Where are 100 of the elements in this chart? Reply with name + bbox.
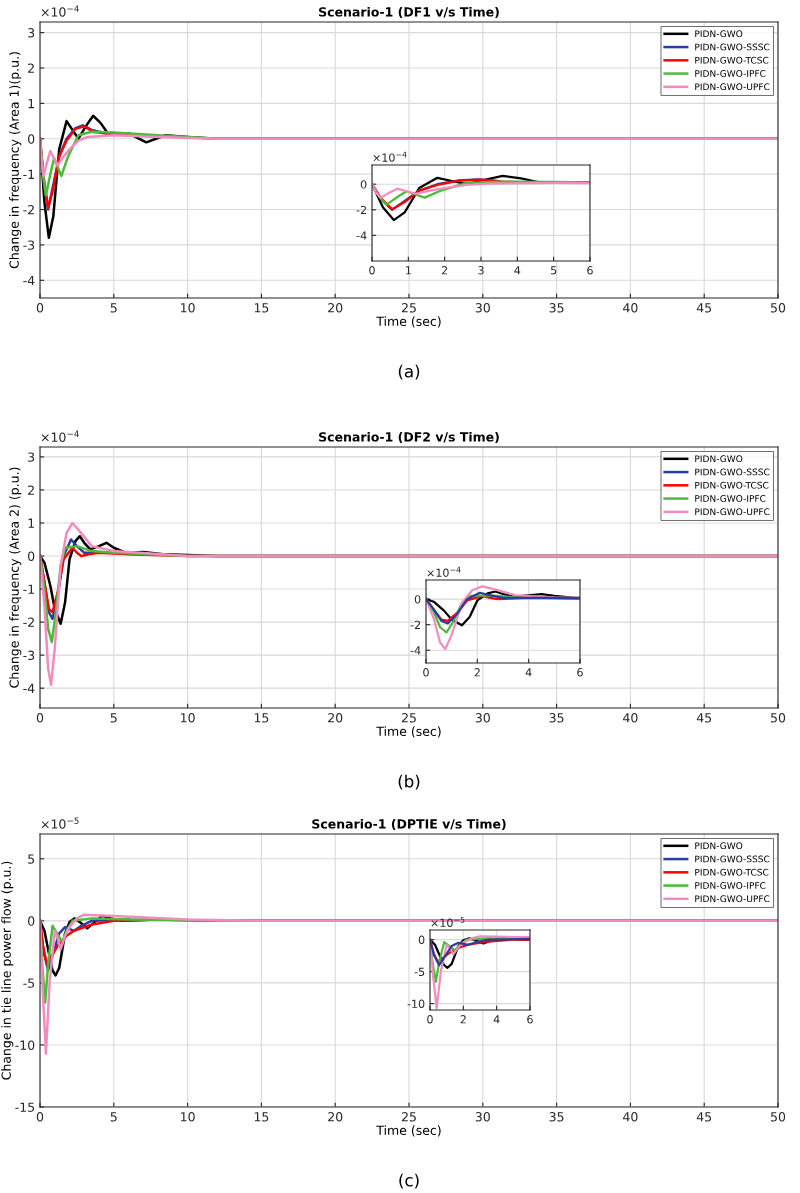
y-tick-label: -4 — [23, 275, 35, 286]
x-tick-label: 30 — [475, 303, 490, 313]
y-tick-label: -5 — [23, 978, 35, 988]
text: ×10$^{−5}$ — [41, 817, 79, 829]
y-tick-label: 0 — [28, 551, 35, 561]
y-tick-label: -10 — [407, 999, 425, 1008]
legend-label: PIDN-GWO — [695, 842, 743, 850]
y-tick-label: -4 — [23, 683, 35, 693]
y-tick-label: -15 — [15, 1102, 35, 1112]
x-tick-label: 25 — [401, 713, 416, 723]
y-tick-label: -2 — [23, 205, 34, 215]
x-axis-title: Time (sec) — [376, 726, 441, 738]
legend-label: PIDN-GWO-IPFC — [695, 495, 766, 502]
y-tick-label: -10 — [15, 1040, 35, 1050]
text: (a) — [398, 364, 420, 380]
legend-label: PIDN-GWO-IPFC — [695, 70, 766, 77]
y-tick-label: 0 — [360, 180, 367, 189]
x-tick-label: 10 — [181, 1112, 195, 1122]
x-tick-label: 45 — [696, 1112, 712, 1122]
legend-label: PIDN-GWO-UPFC — [695, 508, 770, 516]
x-tick-label: 15 — [254, 303, 269, 313]
x-tick-label: 6 — [587, 266, 593, 275]
y-tick-label: -2 — [410, 620, 421, 629]
y-tick-label: -4 — [410, 646, 421, 655]
x-tick-label: 40 — [623, 303, 638, 313]
text: (c) — [399, 1173, 419, 1189]
y-tick-label: -1 — [23, 584, 34, 594]
x-tick-label: 15 — [254, 1112, 269, 1122]
x-tick-label: 0 — [36, 303, 44, 313]
y-tick-label: -3 — [23, 240, 35, 250]
y-tick-label: 1 — [28, 518, 34, 528]
y-tick-label: 5 — [28, 854, 35, 864]
legend-label: PIDN-GWO — [695, 455, 743, 463]
y-tick-label: 2 — [28, 63, 34, 73]
legend-label: PIDN-GWO-SSSC — [695, 855, 770, 863]
x-tick-label: 50 — [771, 713, 786, 723]
legend-label: PIDN-GWO-UPFC — [695, 895, 770, 903]
x-tick-label: 10 — [181, 303, 195, 313]
x-tick-label: 35 — [549, 303, 564, 313]
x-tick-label: 4 — [525, 668, 532, 677]
y-tick-label: 1 — [28, 99, 34, 109]
x-tick-label: 50 — [771, 303, 786, 313]
x-tick-label: 40 — [623, 1112, 638, 1122]
x-tick-label: 40 — [623, 713, 638, 723]
y-tick-label: -2 — [23, 617, 34, 627]
x-tick-label: 35 — [549, 1112, 564, 1122]
legend-label: PIDN-GWO — [695, 30, 743, 38]
chart-title: Scenario-1 (DF2 v/s Time) — [319, 431, 499, 444]
x-tick-label: 20 — [328, 713, 343, 723]
text: ×10$^{−4}$ — [41, 5, 79, 17]
legend-label: PIDN-GWO-TCSC — [695, 481, 769, 489]
y-tick-label: -1 — [23, 169, 34, 179]
y-tick-label: 0 — [28, 916, 35, 926]
legend-label: PIDN-GWO-SSSC — [695, 468, 770, 476]
annotation: ×10$^{−5}$ — [431, 916, 465, 927]
x-tick-label: 15 — [254, 713, 269, 723]
x-tick-label: 4 — [514, 266, 521, 275]
y-tick-label: 0 — [414, 595, 421, 604]
annotation: ×10$^{−4}$ — [373, 151, 407, 162]
legend-label: PIDN-GWO-TCSC — [695, 868, 769, 876]
x-tick-label: 4 — [493, 1015, 500, 1024]
x-tick-label: 10 — [181, 713, 195, 723]
text: ×10$^{−4}$ — [41, 430, 79, 442]
y-tick-label: 3 — [28, 452, 35, 462]
text: (b) — [398, 774, 420, 790]
y-tick-label: -4 — [356, 231, 367, 240]
chart-title: Scenario-1 (DF1 v/s Time) — [319, 6, 499, 19]
x-tick-label: 3 — [478, 266, 484, 275]
chart-title: Scenario-1 (DPTIE v/s Time) — [312, 818, 506, 831]
x-tick-label: 50 — [771, 1112, 786, 1122]
y-tick-label: -2 — [356, 205, 367, 215]
x-tick-label: 35 — [549, 713, 564, 723]
y-tick-label: 2 — [28, 485, 34, 495]
x-tick-label: 0 — [369, 266, 375, 275]
x-tick-label: 2 — [460, 1015, 466, 1024]
x-tick-label: 6 — [527, 1015, 533, 1024]
x-tick-label: 2 — [441, 266, 448, 275]
x-tick-label: 0 — [427, 1015, 433, 1024]
legend-label: PIDN-GWO-UPFC — [695, 83, 770, 91]
x-tick-label: 5 — [110, 303, 117, 313]
x-tick-label: 30 — [475, 1112, 490, 1122]
y-tick-label: 0 — [418, 935, 425, 944]
x-tick-label: 25 — [401, 1112, 416, 1122]
y-tick-label: 0 — [28, 134, 35, 144]
legend-label: PIDN-GWO-TCSC — [695, 56, 769, 64]
y-axis-title: Change in frequency (Area 2) (p.u.) — [9, 467, 22, 688]
y-tick-label: 3 — [28, 28, 35, 38]
y-axis-title: Change in tie line power flow (p.u.) — [1, 861, 14, 1080]
x-tick-label: 20 — [328, 303, 343, 313]
x-tick-label: 6 — [577, 668, 583, 677]
x-tick-label: 5 — [110, 1112, 117, 1122]
y-tick-label: -5 — [414, 967, 425, 976]
x-tick-label: 30 — [475, 713, 490, 723]
x-tick-label: 45 — [696, 713, 712, 723]
x-tick-label: 20 — [328, 1112, 343, 1122]
annotation: ×10$^{−4}$ — [427, 566, 461, 577]
x-tick-label: 0 — [36, 713, 44, 723]
x-axis-title: Time (sec) — [376, 316, 441, 328]
x-tick-label: 2 — [474, 668, 480, 677]
y-tick-label: -3 — [23, 650, 35, 661]
